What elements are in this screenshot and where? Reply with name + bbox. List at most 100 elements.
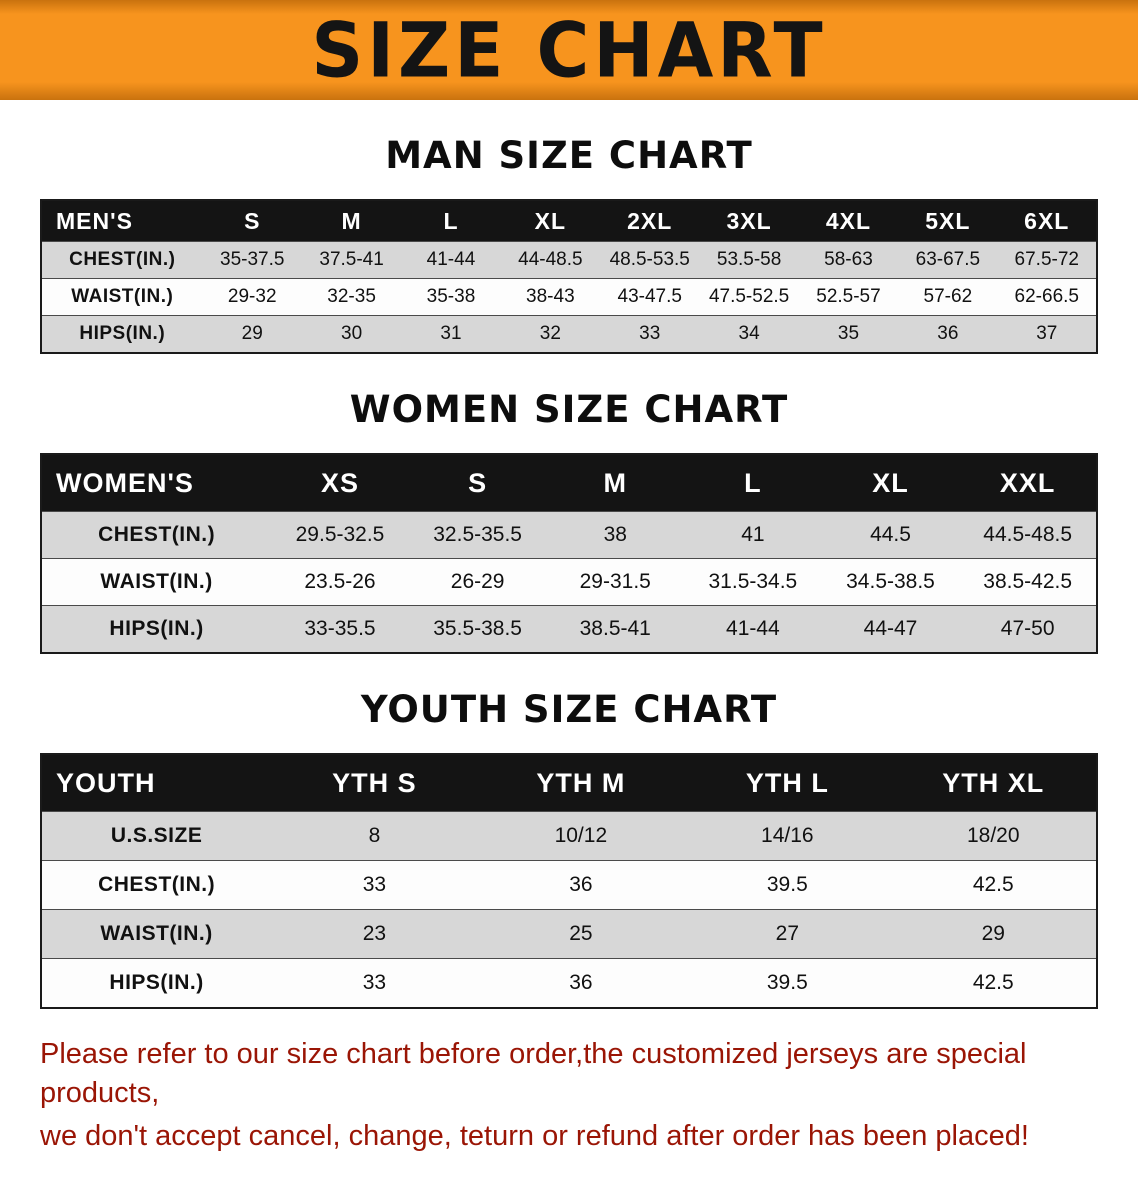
size-value-cell: 37 [1036, 323, 1058, 344]
size-column-header: XL [821, 454, 960, 512]
size-value-cell: 35.5-38.5 [433, 617, 522, 640]
size-value-cell: 34 [738, 323, 760, 344]
row-label: HIPS(IN.) [109, 971, 204, 994]
row-label: WAIST(IN.) [71, 286, 174, 307]
youth-section-heading: YOUTH SIZE CHART [360, 688, 778, 731]
size-value-cell: 63-67.5 [915, 249, 981, 270]
size-value-cell: 39.5 [766, 971, 808, 994]
banner-title: SIZE CHART [311, 5, 827, 95]
table-row: CHEST(IN.) 29.5-32.5 32.5-35.5 38 41 44.5 44.5… [41, 511, 1097, 559]
size-column-header: L [684, 454, 822, 512]
note-line-1: Please refer to our size chart before or… [40, 1038, 1027, 1110]
size-value-cell: 53.5-58 [716, 249, 782, 270]
table-title-cell: WOMEN'S [41, 454, 272, 512]
size-value-cell: 42.5 [972, 971, 1014, 994]
women-section-heading: WOMEN SIZE CHART [349, 388, 789, 431]
table-title-cell: MEN'S [41, 200, 203, 242]
size-value-cell: 38 [603, 523, 627, 546]
size-value-cell: 37.5-41 [319, 249, 384, 270]
row-label: WAIST(IN.) [100, 922, 213, 945]
size-value-cell: 41-44 [726, 617, 780, 640]
table-header-row: MEN'S S M L XL 2XL 3XL 4XL 5XL 6XL [41, 200, 1097, 242]
size-value-cell: 48.5-53.5 [609, 249, 690, 270]
size-column-header: YTH L [684, 754, 891, 812]
size-value-cell: 35 [837, 323, 860, 344]
row-label: HIPS(IN.) [109, 617, 204, 640]
size-column-header: 2XL [600, 200, 700, 242]
size-value-cell: 62-66.5 [1014, 286, 1079, 307]
size-value-cell: 10/12 [554, 824, 608, 847]
row-label: CHEST(IN.) [69, 249, 176, 270]
size-value-cell: 44.5-48.5 [983, 523, 1073, 546]
size-value-cell: 43-47.5 [617, 286, 682, 307]
size-value-cell: 32-35 [327, 286, 376, 307]
size-column-header: 6XL [997, 200, 1097, 242]
men-size-section: MAN SIZE CHART MEN'S S M L XL 2XL 3XL 4XL 5XL 6XL… [0, 134, 1138, 354]
size-value-cell: 14/16 [761, 824, 814, 847]
table-row: HIPS(IN.) 29 30 31 32 33 34 35 36 37 [41, 315, 1097, 353]
table-title-cell: YOUTH [41, 754, 272, 812]
size-value-cell: 36 [937, 323, 959, 344]
size-value-cell: 38.5-42.5 [983, 570, 1073, 593]
youth-size-section: YOUTH SIZE CHART YOUTH YTH S YTH M YTH L YTH… [0, 688, 1138, 1009]
size-value-cell: 32 [539, 323, 561, 344]
size-column-header: M [301, 200, 402, 242]
note-line-2: we don't accept cancel, change, teturn o… [40, 1120, 1029, 1153]
table-row: WAIST(IN.) 29-32 32-35 35-38 38-43 43-47.5 47.… [41, 278, 1097, 316]
size-value-cell: 27 [775, 922, 799, 945]
size-value-cell: 23 [362, 922, 387, 945]
table-row: HIPS(IN.) 33-35.5 35.5-38.5 38.5-41 41-44 44-… [41, 605, 1097, 653]
size-value-cell: 29-31.5 [579, 570, 651, 593]
size-value-cell: 36 [569, 873, 593, 896]
size-value-cell: 35-37.5 [220, 249, 285, 270]
size-value-cell: 38-43 [526, 286, 575, 307]
size-column-header: L [401, 200, 501, 242]
size-value-cell: 30 [341, 323, 363, 344]
size-value-cell: 52.5-57 [816, 286, 881, 307]
row-label: HIPS(IN.) [79, 323, 166, 344]
row-label: CHEST(IN.) [98, 523, 216, 546]
youth-size-table: YOUTH YTH S YTH M YTH L YTH XL U.S.SIZE 8 10/12… [40, 753, 1098, 1009]
size-value-cell: 8 [368, 824, 381, 847]
table-row: WAIST(IN.) 23 25 27 29 [41, 909, 1097, 959]
size-value-cell: 39.5 [766, 873, 808, 896]
size-column-header: YTH M [477, 754, 685, 812]
size-value-cell: 44.5 [870, 523, 911, 546]
row-label: WAIST(IN.) [100, 570, 213, 593]
size-value-cell: 33 [362, 971, 387, 994]
size-column-header: 4XL [798, 200, 899, 242]
size-value-cell: 33-35.5 [304, 617, 376, 640]
table-row: HIPS(IN.) 33 36 39.5 42.5 [41, 958, 1097, 1008]
women-size-section: WOMEN SIZE CHART WOMEN'S XS S M L XL XXL CHEST(… [0, 388, 1138, 654]
men-size-table: MEN'S S M L XL 2XL 3XL 4XL 5XL 6XL CHEST(IN.) 35-37… [40, 199, 1098, 354]
size-value-cell: 58-63 [824, 249, 873, 270]
size-column-header: 5XL [898, 200, 998, 242]
size-value-cell: 41-44 [426, 249, 476, 270]
size-value-cell: 29-32 [227, 286, 277, 307]
size-column-header: YTH XL [890, 754, 1097, 812]
size-column-header: S [408, 454, 547, 512]
row-label: U.S.SIZE [110, 824, 203, 847]
size-value-cell: 32.5-35.5 [433, 523, 522, 546]
footer-note: Please refer to our size chart before or… [40, 1035, 1138, 1180]
size-value-cell: 41 [741, 523, 765, 546]
size-value-cell: 25 [569, 922, 593, 945]
size-column-header: M [546, 454, 685, 512]
size-value-cell: 29.5-32.5 [295, 523, 385, 546]
size-column-header: XS [271, 454, 409, 512]
size-value-cell: 34.5-38.5 [846, 570, 935, 593]
size-value-cell: 44-48.5 [518, 249, 583, 270]
size-value-cell: 26-29 [450, 570, 505, 593]
table-header-row: WOMEN'S XS S M L XL XXL [41, 454, 1097, 512]
size-value-cell: 29 [241, 323, 263, 344]
size-column-header: S [202, 200, 302, 242]
table-row: WAIST(IN.) 23.5-26 26-29 29-31.5 31.5-34.5 34… [41, 558, 1097, 606]
size-column-header: XXL [959, 454, 1097, 512]
table-row: U.S.SIZE 8 10/12 14/16 18/20 [41, 811, 1097, 861]
size-value-cell: 47.5-52.5 [708, 286, 790, 307]
size-value-cell: 42.5 [972, 873, 1014, 896]
size-value-cell: 47-50 [1000, 617, 1055, 640]
size-value-cell: 33 [362, 873, 387, 896]
size-column-header: YTH S [271, 754, 478, 812]
